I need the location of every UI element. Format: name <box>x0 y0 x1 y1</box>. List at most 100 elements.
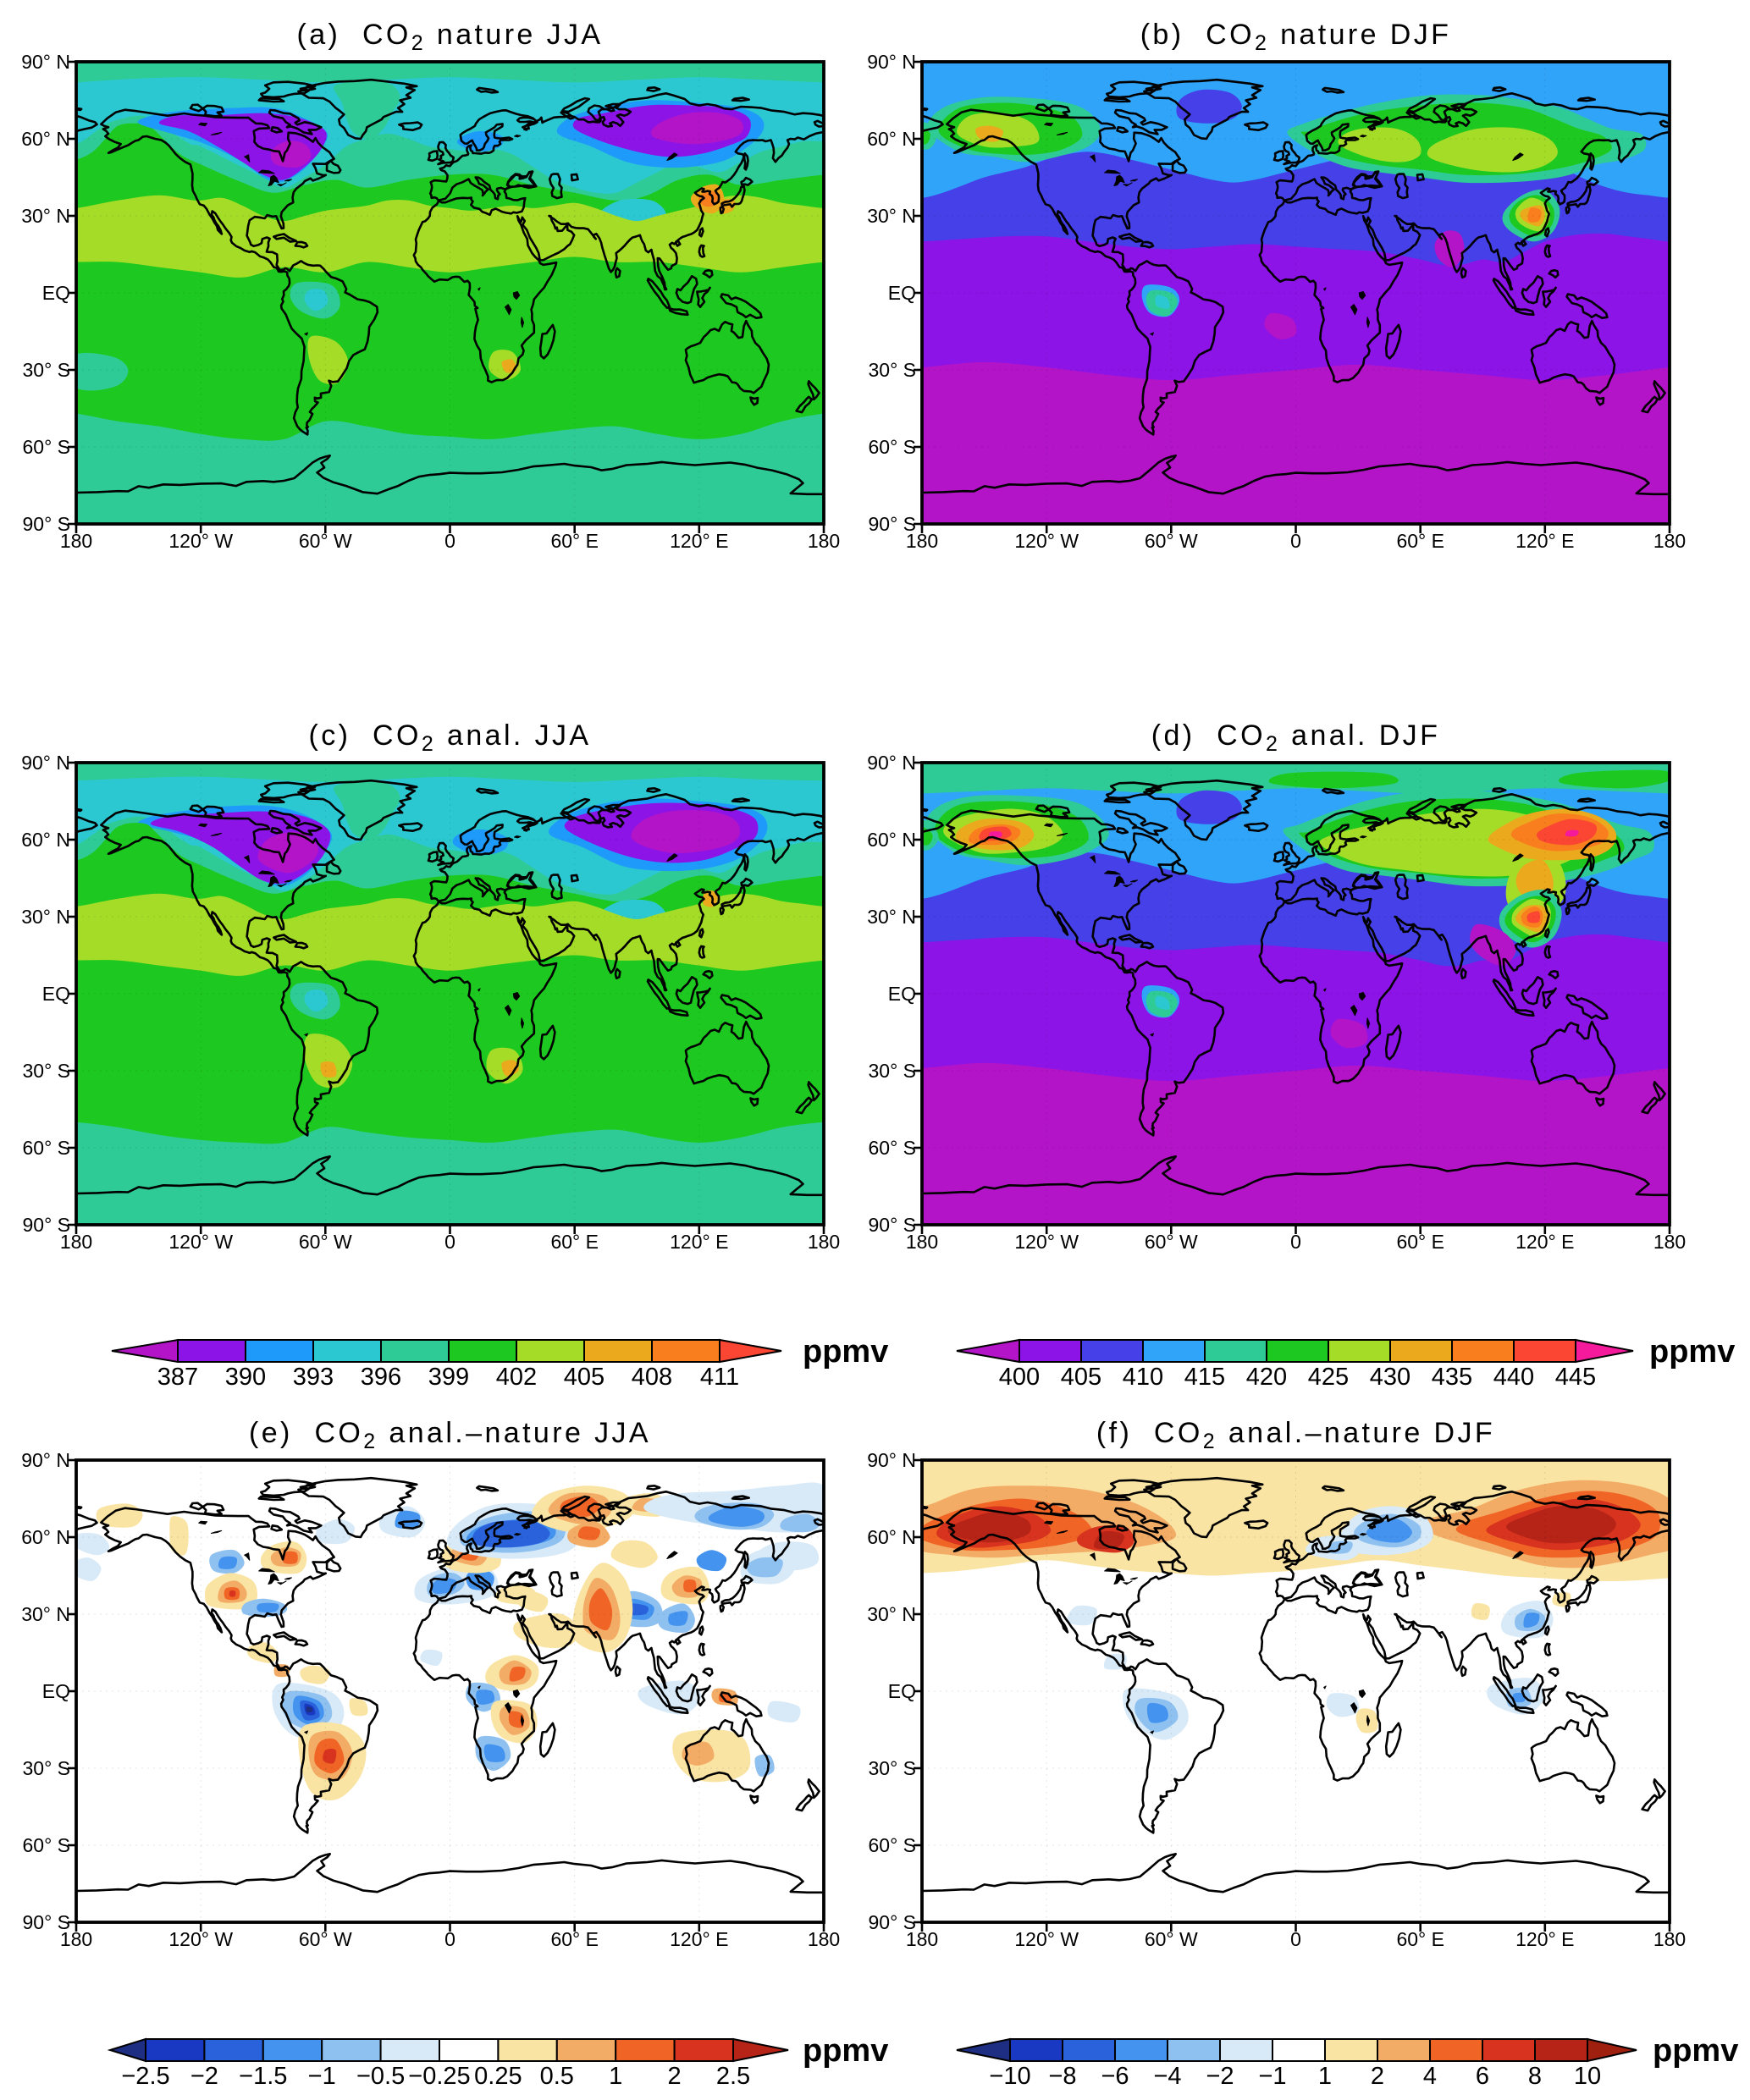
svg-text:30° N: 30° N <box>867 906 916 928</box>
svg-text:0: 0 <box>1290 1928 1301 1950</box>
svg-text:180: 180 <box>808 1928 840 1950</box>
svg-text:90° S: 90° S <box>22 513 70 535</box>
svg-text:30° S: 30° S <box>868 1757 916 1779</box>
svg-text:60° N: 60° N <box>867 1526 916 1548</box>
svg-text:120° E: 120° E <box>670 530 728 552</box>
svg-text:180: 180 <box>60 1928 92 1950</box>
svg-text:120° E: 120° E <box>1515 1928 1574 1950</box>
svg-text:120° W: 120° W <box>1014 1928 1079 1950</box>
svg-text:415: 415 <box>1184 1364 1225 1391</box>
svg-text:120° E: 120° E <box>670 1231 728 1253</box>
svg-text:30° S: 30° S <box>868 1060 916 1082</box>
svg-text:445: 445 <box>1555 1364 1596 1391</box>
svg-text:0: 0 <box>1290 1231 1301 1253</box>
svg-text:180: 180 <box>808 1231 840 1253</box>
svg-text:60° E: 60° E <box>550 530 599 552</box>
svg-text:90° N: 90° N <box>21 1449 70 1471</box>
svg-text:393: 393 <box>293 1364 334 1391</box>
svg-text:60° E: 60° E <box>550 1928 599 1950</box>
svg-text:60° N: 60° N <box>21 128 70 150</box>
svg-text:60° W: 60° W <box>299 530 352 552</box>
svg-text:60° N: 60° N <box>867 128 916 150</box>
svg-text:60° N: 60° N <box>21 829 70 851</box>
svg-text:60° N: 60° N <box>867 829 916 851</box>
svg-text:90° N: 90° N <box>867 1449 916 1471</box>
svg-text:180: 180 <box>1653 1928 1686 1950</box>
svg-text:60° E: 60° E <box>1396 1928 1444 1950</box>
svg-text:0: 0 <box>1290 530 1301 552</box>
svg-text:430: 430 <box>1370 1364 1410 1391</box>
svg-text:(b) CO2 nature DJF: (b) CO2 nature DJF <box>1140 19 1452 55</box>
svg-text:90° N: 90° N <box>21 51 70 73</box>
svg-text:120° E: 120° E <box>1515 1231 1574 1253</box>
svg-text:EQ: EQ <box>888 1680 916 1702</box>
svg-text:60° W: 60° W <box>299 1928 352 1950</box>
svg-text:120° W: 120° W <box>168 530 233 552</box>
svg-text:6: 6 <box>1476 2063 1489 2090</box>
svg-text:−2: −2 <box>190 2063 218 2090</box>
svg-text:120° E: 120° E <box>670 1928 728 1950</box>
svg-text:396: 396 <box>361 1364 401 1391</box>
svg-text:120° W: 120° W <box>1014 1231 1079 1253</box>
svg-text:(f) CO2 anal.–nature DJF: (f) CO2 anal.–nature DJF <box>1096 1417 1495 1453</box>
svg-text:0.5: 0.5 <box>540 2063 574 2090</box>
svg-text:−2.5: −2.5 <box>121 2063 169 2090</box>
svg-text:60° S: 60° S <box>868 1137 916 1159</box>
svg-text:30° S: 30° S <box>22 1757 70 1779</box>
svg-text:0: 0 <box>444 1928 455 1950</box>
svg-text:ppmv: ppmv <box>803 2033 888 2069</box>
svg-text:EQ: EQ <box>888 983 916 1005</box>
svg-text:410: 410 <box>1123 1364 1163 1391</box>
svg-text:−10: −10 <box>989 2063 1030 2090</box>
svg-text:(e) CO2 anal.–nature JJA: (e) CO2 anal.–nature JJA <box>249 1417 651 1453</box>
svg-text:180: 180 <box>906 1231 938 1253</box>
svg-text:90° N: 90° N <box>21 752 70 774</box>
svg-text:30° S: 30° S <box>22 359 70 381</box>
svg-text:90° N: 90° N <box>867 752 916 774</box>
svg-text:120° W: 120° W <box>1014 530 1079 552</box>
svg-text:180: 180 <box>906 1928 938 1950</box>
svg-text:−2: −2 <box>1206 2063 1234 2090</box>
svg-text:60° W: 60° W <box>1145 530 1198 552</box>
svg-text:180: 180 <box>906 530 938 552</box>
svg-text:EQ: EQ <box>42 1680 70 1702</box>
svg-text:30° N: 30° N <box>21 906 70 928</box>
svg-text:0: 0 <box>444 530 455 552</box>
svg-text:0: 0 <box>444 1231 455 1253</box>
svg-text:387: 387 <box>157 1364 198 1391</box>
svg-text:435: 435 <box>1432 1364 1472 1391</box>
svg-text:90° N: 90° N <box>867 51 916 73</box>
svg-text:2: 2 <box>668 2063 682 2090</box>
svg-text:(d) CO2 anal. DJF: (d) CO2 anal. DJF <box>1151 719 1441 756</box>
svg-text:90° S: 90° S <box>22 1214 70 1236</box>
svg-text:60° S: 60° S <box>868 436 916 458</box>
svg-text:(c) CO2 anal. JJA: (c) CO2 anal. JJA <box>309 719 592 756</box>
svg-text:60° W: 60° W <box>1145 1928 1198 1950</box>
svg-text:390: 390 <box>225 1364 266 1391</box>
svg-text:60° E: 60° E <box>1396 1231 1444 1253</box>
svg-text:30° N: 30° N <box>867 1603 916 1625</box>
svg-text:60° S: 60° S <box>868 1834 916 1856</box>
svg-text:ppmv: ppmv <box>803 1334 888 1370</box>
svg-text:(a) CO2 nature JJA: (a) CO2 nature JJA <box>297 19 604 55</box>
svg-text:405: 405 <box>564 1364 604 1391</box>
svg-text:90° S: 90° S <box>868 513 916 535</box>
svg-text:120° W: 120° W <box>168 1928 233 1950</box>
svg-text:EQ: EQ <box>888 282 916 304</box>
svg-text:EQ: EQ <box>42 983 70 1005</box>
svg-text:60° S: 60° S <box>22 436 70 458</box>
svg-text:420: 420 <box>1246 1364 1287 1391</box>
svg-text:−8: −8 <box>1048 2063 1076 2090</box>
svg-text:60° N: 60° N <box>21 1526 70 1548</box>
svg-text:ppmv: ppmv <box>1649 1334 1735 1370</box>
svg-text:−1: −1 <box>1258 2063 1286 2090</box>
svg-text:−0.5: −0.5 <box>356 2063 405 2090</box>
svg-text:−4: −4 <box>1153 2063 1181 2090</box>
svg-text:425: 425 <box>1308 1364 1349 1391</box>
svg-text:EQ: EQ <box>42 282 70 304</box>
svg-text:408: 408 <box>632 1364 672 1391</box>
svg-text:2: 2 <box>1371 2063 1384 2090</box>
svg-text:60° W: 60° W <box>1145 1231 1198 1253</box>
svg-text:30° S: 30° S <box>868 359 916 381</box>
svg-text:60° S: 60° S <box>22 1834 70 1856</box>
